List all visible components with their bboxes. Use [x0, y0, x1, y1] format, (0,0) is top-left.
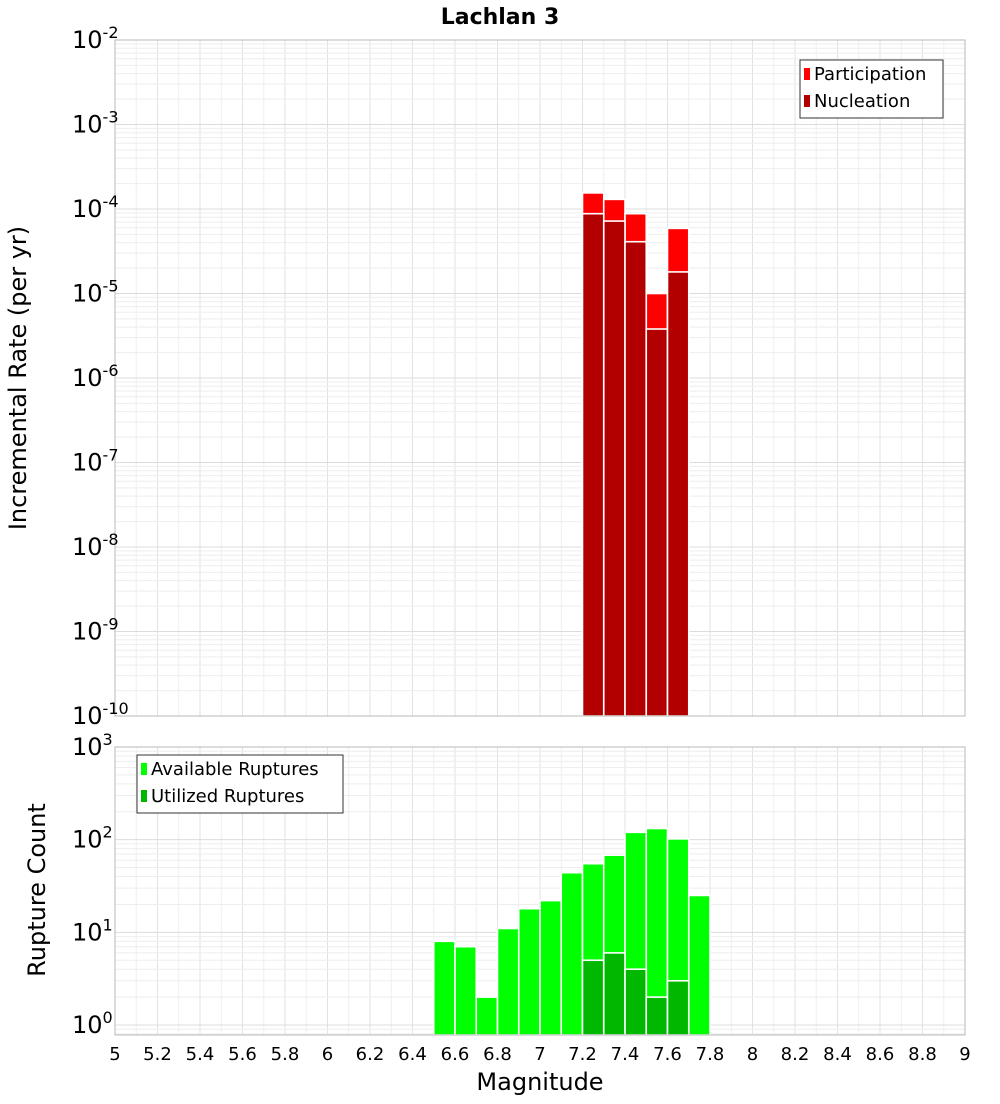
bar [432, 940, 456, 1036]
legend-box [136, 754, 344, 814]
panels-layer: 10-10 10-9 10-8 10-7 10-6 10-5 10-4 10-3 10-2 Par… [72, 23, 966, 1039]
x-tick-label: 6.4 [398, 1044, 427, 1065]
plot-border [114, 39, 966, 717]
y-tick-label: 10-6 [72, 361, 119, 392]
bar [687, 894, 711, 1036]
x-tick-label: 7.6 [653, 1044, 682, 1065]
top-panel-y-axis-label: Incremental Rate (per yr) [4, 226, 32, 530]
x-tick-label: 6 [322, 1044, 333, 1065]
y-axis-ticks: 100 101 102 103 [72, 730, 113, 1039]
x-tick-label: 5 [109, 1044, 120, 1065]
x-tick-label: 8.6 [866, 1044, 895, 1065]
y-tick-label: 10-10 [72, 699, 129, 730]
legend-label: Utilized Ruptures [151, 786, 304, 807]
legend-swatch [804, 95, 810, 107]
legend-swatch [141, 763, 147, 775]
y-tick-label: 101 [72, 915, 113, 946]
x-tick-label: 7.2 [568, 1044, 597, 1065]
bar [645, 996, 669, 1036]
bar [454, 945, 478, 1036]
bars [432, 827, 711, 1036]
bar [539, 899, 563, 1036]
panel-2: 100 101 102 103 Available Ruptures Utilized R… [72, 730, 966, 1039]
series-2-bars [581, 212, 690, 717]
bar [602, 220, 626, 717]
bar [645, 328, 669, 717]
y-axis-ticks: 10-10 10-9 10-8 10-7 10-6 10-5 10-4 10-3 10-2 [72, 23, 129, 730]
y-tick-label: 10-5 [72, 277, 119, 308]
legend: Participation Nucleation [799, 59, 944, 119]
legend: Available Ruptures Utilized Ruptures [136, 754, 344, 814]
x-tick-label: 5.6 [228, 1044, 257, 1065]
x-tick-label: 5.2 [143, 1044, 172, 1065]
x-tick-label: 9 [959, 1044, 970, 1065]
x-tick-label: 5.4 [186, 1044, 215, 1065]
y-tick-label: 10-2 [72, 23, 119, 54]
bottom-panel-y-axis-label: Rupture Count [23, 803, 51, 977]
x-tick-label: 7.8 [696, 1044, 725, 1065]
legend-label: Nucleation [814, 91, 910, 112]
bar [581, 212, 605, 717]
chart-title: Lachlan 3 [441, 5, 560, 30]
y-tick-label: 10-4 [72, 192, 119, 223]
x-tick-label: 6.8 [483, 1044, 512, 1065]
y-tick-label: 10-8 [72, 530, 119, 561]
x-tick-label: 6.6 [441, 1044, 470, 1065]
bar [475, 996, 499, 1036]
x-axis-ticks: 5 5.2 5.4 5.6 5.8 6 6.2 6.4 6.6 6.8 7 7.2 7.4 7.6 7.8 8… [109, 1044, 970, 1065]
x-tick-label: 8.4 [823, 1044, 852, 1065]
legend-label: Participation [814, 64, 926, 85]
x-tick-label: 6.2 [356, 1044, 385, 1065]
y-tick-label: 103 [72, 730, 113, 761]
bar [560, 871, 584, 1036]
x-tick-label: 7.4 [611, 1044, 640, 1065]
bar [624, 968, 648, 1036]
y-tick-label: 102 [72, 823, 113, 854]
bar [581, 959, 605, 1036]
legend-box [799, 59, 944, 119]
bar [624, 240, 648, 717]
x-axis-label: Magnitude [476, 1068, 603, 1096]
y-tick-label: 100 [72, 1008, 113, 1039]
x-tick-label: 7 [534, 1044, 545, 1065]
panel-1: 10-10 10-9 10-8 10-7 10-6 10-5 10-4 10-3 10-2 Par… [72, 23, 966, 730]
x-tick-label: 8.8 [908, 1044, 937, 1065]
y-tick-label: 10-3 [72, 108, 119, 139]
legend-swatch [804, 68, 810, 80]
gridlines [114, 39, 966, 717]
bar [666, 271, 690, 717]
series-1-bars [432, 827, 711, 1036]
bar [666, 979, 690, 1036]
y-tick-label: 10-7 [72, 446, 119, 477]
bar [602, 952, 626, 1036]
x-tick-label: 5.8 [271, 1044, 300, 1065]
legend-label: Available Ruptures [151, 759, 319, 780]
x-tick-label: 8.2 [781, 1044, 810, 1065]
plot-border [114, 746, 966, 1036]
y-tick-label: 10-9 [72, 615, 119, 646]
bars [581, 192, 690, 717]
bar [496, 927, 520, 1036]
bar [517, 907, 541, 1036]
x-tick-label: 8 [747, 1044, 758, 1065]
legend-swatch [141, 790, 147, 802]
